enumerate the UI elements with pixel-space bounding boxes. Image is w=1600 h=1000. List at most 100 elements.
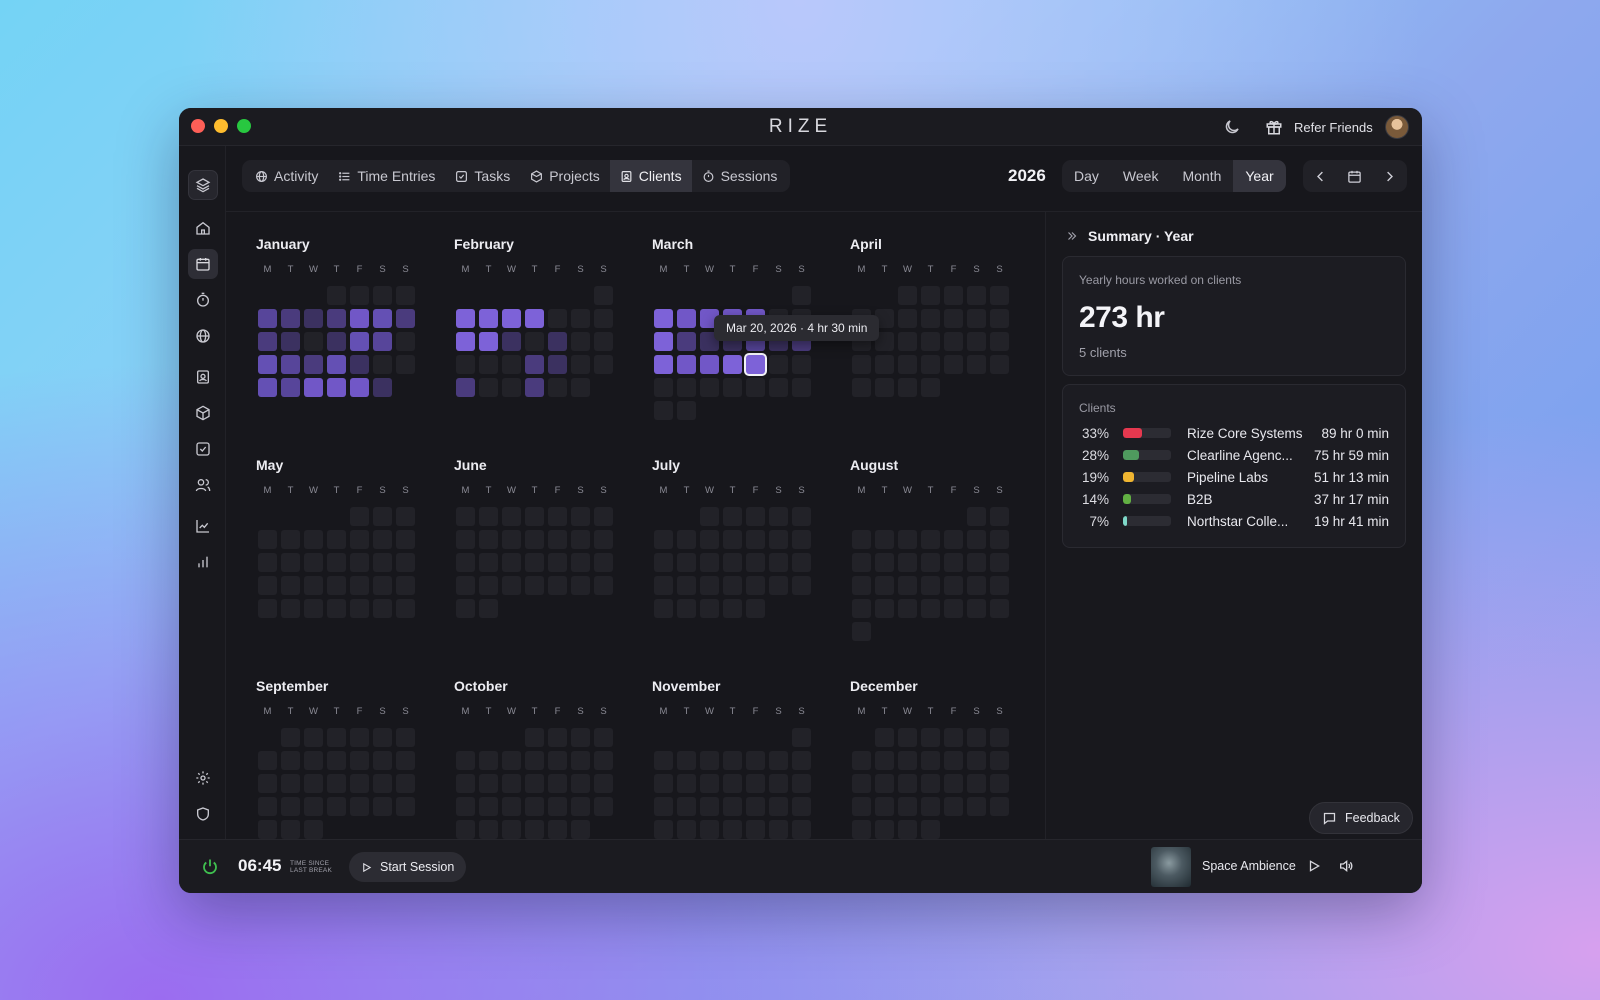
day-cell[interactable] [571, 332, 590, 351]
day-cell[interactable] [769, 751, 788, 770]
day-cell[interactable] [327, 751, 346, 770]
day-cell[interactable] [852, 576, 871, 595]
day-cell[interactable] [875, 599, 894, 618]
day-cell[interactable] [327, 599, 346, 618]
day-cell[interactable] [921, 797, 940, 816]
day-cell[interactable] [944, 797, 963, 816]
day-cell[interactable] [769, 797, 788, 816]
day-cell[interactable] [456, 309, 475, 328]
day-cell[interactable] [548, 378, 567, 397]
day-cell[interactable] [654, 401, 673, 420]
day-cell[interactable] [944, 599, 963, 618]
contact-icon[interactable] [188, 362, 218, 392]
client-row[interactable]: 19% Pipeline Labs 51 hr 13 min [1079, 467, 1389, 487]
day-cell[interactable] [921, 355, 940, 374]
day-cell[interactable] [967, 728, 986, 747]
day-cell[interactable] [456, 507, 475, 526]
day-cell[interactable] [677, 378, 696, 397]
day-cell[interactable] [479, 576, 498, 595]
bar-chart-icon[interactable] [188, 547, 218, 577]
day-cell[interactable] [769, 507, 788, 526]
feedback-button[interactable]: Feedback [1309, 802, 1413, 834]
day-cell[interactable] [898, 751, 917, 770]
day-cell[interactable] [654, 378, 673, 397]
day-cell[interactable] [898, 797, 917, 816]
day-cell[interactable] [502, 774, 521, 793]
day-cell[interactable] [700, 820, 719, 839]
day-cell[interactable] [769, 378, 788, 397]
day-cell[interactable] [502, 797, 521, 816]
day-cell[interactable] [921, 332, 940, 351]
day-cell[interactable] [990, 728, 1009, 747]
day-cell[interactable] [396, 355, 415, 374]
day-cell[interactable] [700, 355, 719, 374]
day-cell[interactable] [852, 797, 871, 816]
day-cell[interactable] [677, 820, 696, 839]
day-cell[interactable] [571, 728, 590, 747]
start-session-button[interactable]: Start Session [349, 852, 467, 882]
day-cell[interactable] [875, 332, 894, 351]
day-cell[interactable] [258, 332, 277, 351]
day-cell[interactable] [967, 751, 986, 770]
day-cell[interactable] [456, 530, 475, 549]
day-cell[interactable] [304, 774, 323, 793]
day-cell[interactable] [967, 286, 986, 305]
day-cell[interactable] [327, 309, 346, 328]
day-cell[interactable] [700, 507, 719, 526]
client-row[interactable]: 7% Northstar Colle... 19 hr 41 min [1079, 511, 1389, 531]
day-cell[interactable] [350, 553, 369, 572]
day-cell[interactable] [304, 728, 323, 747]
day-cell[interactable] [921, 728, 940, 747]
day-cell[interactable] [967, 599, 986, 618]
day-cell[interactable] [921, 286, 940, 305]
day-cell[interactable] [396, 774, 415, 793]
day-cell[interactable] [304, 309, 323, 328]
day-cell[interactable] [525, 820, 544, 839]
range-year[interactable]: Year [1233, 160, 1286, 192]
day-cell[interactable] [525, 553, 544, 572]
day-cell[interactable] [258, 576, 277, 595]
client-row[interactable]: 14% B2B 37 hr 17 min [1079, 489, 1389, 509]
day-cell[interactable] [594, 576, 613, 595]
day-cell[interactable] [479, 751, 498, 770]
day-cell[interactable] [594, 530, 613, 549]
day-cell[interactable] [594, 309, 613, 328]
day-cell[interactable] [479, 599, 498, 618]
day-cell[interactable] [792, 820, 811, 839]
day-cell[interactable] [350, 797, 369, 816]
day-cell[interactable] [258, 309, 277, 328]
day-cell[interactable] [525, 507, 544, 526]
day-cell[interactable] [677, 553, 696, 572]
day-cell[interactable] [967, 576, 986, 595]
day-cell[interactable] [594, 332, 613, 351]
day-cell[interactable] [258, 378, 277, 397]
day-cell[interactable] [700, 576, 719, 595]
day-cell[interactable] [700, 751, 719, 770]
day-cell[interactable] [456, 576, 475, 595]
day-cell[interactable] [327, 355, 346, 374]
day-cell[interactable] [677, 309, 696, 328]
day-cell[interactable] [792, 751, 811, 770]
day-cell[interactable] [502, 507, 521, 526]
day-cell[interactable] [723, 553, 742, 572]
day-cell[interactable] [327, 797, 346, 816]
day-cell[interactable] [479, 355, 498, 374]
day-cell[interactable] [304, 751, 323, 770]
day-cell[interactable] [548, 576, 567, 595]
day-cell[interactable] [654, 309, 673, 328]
tab-time-entries[interactable]: Time Entries [328, 160, 445, 192]
tab-clients[interactable]: Clients [609, 160, 692, 192]
tab-activity[interactable]: Activity [245, 160, 328, 192]
timer-icon[interactable] [188, 285, 218, 315]
day-cell[interactable] [281, 355, 300, 374]
client-row[interactable]: 33% Rize Core Systems 89 hr 0 min [1079, 423, 1389, 443]
day-cell[interactable] [769, 530, 788, 549]
day-cell[interactable] [525, 751, 544, 770]
day-cell[interactable] [571, 774, 590, 793]
day-cell[interactable] [594, 553, 613, 572]
day-cell[interactable] [281, 797, 300, 816]
day-cell[interactable] [479, 820, 498, 839]
day-cell[interactable] [281, 599, 300, 618]
checkbox-icon[interactable] [188, 434, 218, 464]
zoom-window-button[interactable] [237, 119, 251, 133]
